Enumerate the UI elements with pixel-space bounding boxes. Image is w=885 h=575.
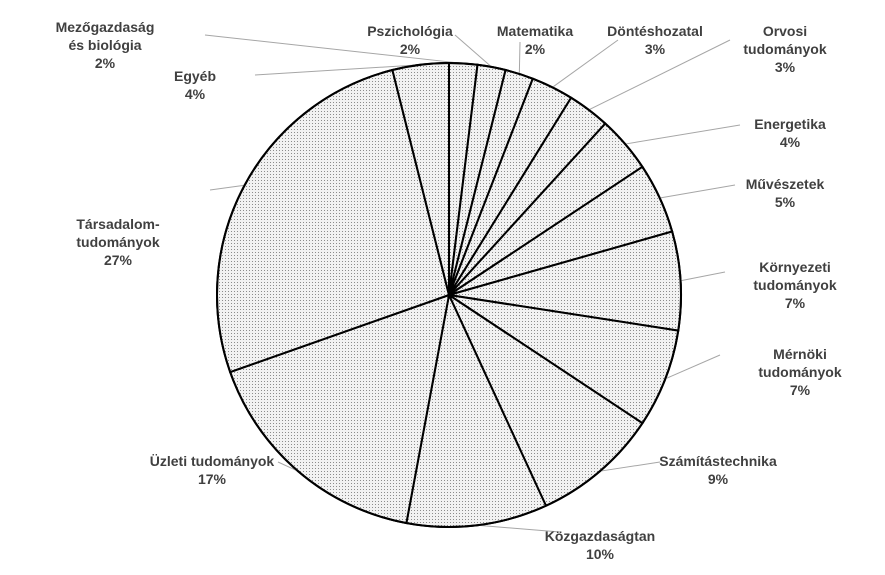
value-label: 27% bbox=[103, 252, 133, 268]
value-label: 2% bbox=[399, 41, 421, 57]
category-label: Döntéshozatal bbox=[607, 23, 703, 39]
category-label: Egyéb bbox=[173, 68, 217, 84]
value-label: 3% bbox=[774, 59, 796, 75]
value-label: 7% bbox=[784, 295, 806, 311]
category-label: Társadalom- tudományok bbox=[76, 216, 160, 250]
leader-line bbox=[204, 34, 464, 64]
category-label: Matematika bbox=[496, 23, 574, 39]
leader-line bbox=[625, 124, 741, 145]
value-label: 5% bbox=[774, 194, 796, 210]
leader-line bbox=[254, 64, 421, 76]
leader-line bbox=[680, 271, 726, 282]
slice-label: Pszichológia 2% bbox=[367, 22, 453, 58]
slice-label: Egyéb 4% bbox=[174, 67, 216, 103]
leader-line bbox=[588, 39, 731, 111]
category-label: Üzleti tudományok bbox=[149, 453, 275, 469]
slice-label: Közgazdaságtan 10% bbox=[545, 527, 655, 563]
leader-line bbox=[659, 184, 736, 199]
leader-line bbox=[665, 354, 721, 380]
category-label: Mezőgazdaság és biológia bbox=[55, 19, 155, 53]
slice-label: Üzleti tudományok 17% bbox=[150, 452, 274, 488]
leader-line bbox=[277, 461, 299, 472]
category-label: Közgazdaságtan bbox=[544, 528, 656, 544]
value-label: 4% bbox=[184, 86, 206, 102]
value-label: 4% bbox=[779, 134, 801, 150]
slice-label: Környezeti tudományok 7% bbox=[753, 258, 836, 312]
value-label: 7% bbox=[789, 382, 811, 398]
value-label: 2% bbox=[94, 55, 116, 71]
slice-label: Mérnöki tudományok 7% bbox=[758, 345, 843, 399]
slice-label: Energetika 4% bbox=[754, 115, 826, 151]
slice-label: Mezőgazdaság és biológia 2% bbox=[56, 18, 155, 72]
category-label: Környezeti tudományok bbox=[753, 259, 837, 293]
category-label: Művészetek bbox=[745, 176, 825, 192]
value-label: 10% bbox=[585, 546, 615, 562]
slice-label: Társadalom- tudományok 27% bbox=[76, 215, 159, 269]
category-label: Számítástechnika bbox=[659, 453, 777, 469]
leader-line bbox=[454, 34, 492, 68]
slice-label: Művészetek 5% bbox=[746, 175, 825, 211]
category-label: Mérnöki tudományok bbox=[758, 346, 842, 380]
pie-outline bbox=[216, 62, 682, 528]
value-label: 3% bbox=[644, 41, 666, 57]
slice-label: Matematika 2% bbox=[497, 22, 573, 58]
leader-line bbox=[477, 524, 561, 533]
slice-label: Orvosi tudományok 3% bbox=[735, 22, 835, 76]
category-label: Orvosi tudományok bbox=[743, 23, 827, 57]
slice-label: Számítástechnika 9% bbox=[659, 452, 777, 488]
leader-line bbox=[552, 39, 619, 88]
leader-line bbox=[209, 184, 245, 191]
value-label: 2% bbox=[524, 41, 546, 57]
leader-line bbox=[518, 41, 521, 74]
category-label: Energetika bbox=[754, 116, 826, 132]
value-label: 17% bbox=[197, 471, 227, 487]
value-label: 9% bbox=[707, 471, 729, 487]
slice-label: Döntéshozatal 3% bbox=[607, 22, 703, 58]
category-label: Pszichológia bbox=[367, 23, 453, 39]
leader-line bbox=[599, 461, 661, 472]
